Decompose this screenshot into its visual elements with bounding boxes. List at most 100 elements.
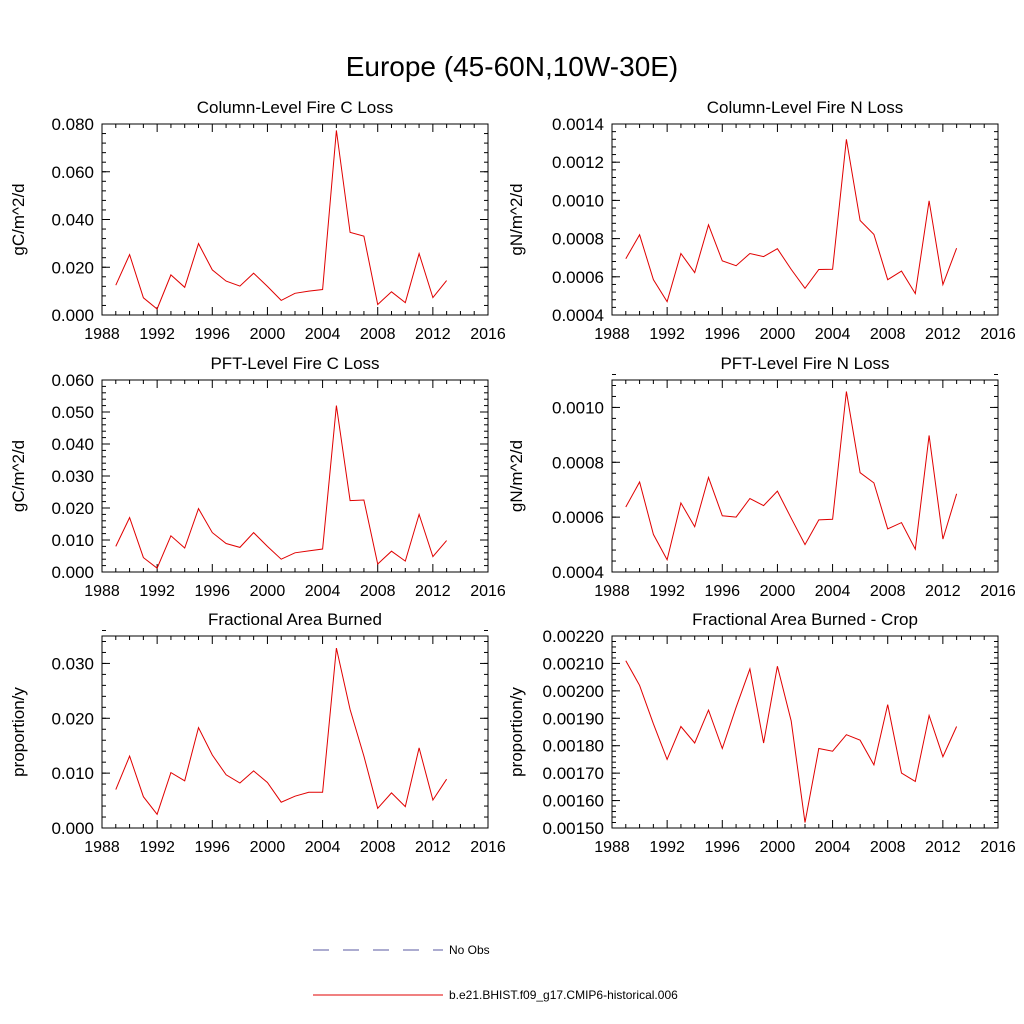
x-tick-label: 1996 — [194, 326, 230, 343]
x-tick-label: 2016 — [980, 326, 1016, 343]
x-tick-label: 2004 — [305, 583, 341, 600]
series-line-1 — [115, 130, 447, 310]
y-tick-label: 0.010 — [51, 531, 94, 550]
series-line-1 — [115, 405, 447, 569]
y-tick-label: 0.00190 — [543, 709, 604, 728]
series-line-1 — [625, 660, 958, 823]
y-axis-label: gN/m^2/d — [507, 183, 526, 255]
chart-title: Column-Level Fire N Loss — [707, 98, 904, 117]
x-tick-label: 1992 — [139, 583, 175, 600]
chart-panel-2: 1988 1992 1996 2000 2004 2008 2012 2016 0.0004 0.… — [507, 98, 1016, 343]
x-tick-label: 2000 — [760, 583, 796, 600]
chart-panel-3: 1988 1992 1996 2000 2004 2008 2012 2016 0.000 0.0… — [9, 354, 506, 600]
y-tick-label: 0.000 — [51, 819, 94, 838]
x-tick-label: 2016 — [470, 583, 506, 600]
plot-frame — [101, 635, 489, 829]
chart-title: PFT-Level Fire C Loss — [210, 354, 379, 373]
y-tick-label: 0.00220 — [543, 627, 604, 646]
x-tick-label: 1988 — [84, 326, 120, 343]
plot-frame — [611, 635, 999, 829]
x-tick-label: 2016 — [470, 326, 506, 343]
series-line-1 — [625, 391, 958, 562]
y-axis-label: gN/m^2/d — [507, 440, 526, 512]
chart-title: Fractional Area Burned — [208, 610, 382, 629]
x-tick-label: 2012 — [925, 326, 961, 343]
x-tick-label: 1996 — [704, 583, 740, 600]
x-tick-label: 1988 — [594, 326, 630, 343]
y-tick-label: 0.00160 — [543, 792, 604, 811]
y-tick-label: 0.060 — [51, 163, 94, 182]
y-tick-label: 0.0010 — [552, 398, 604, 417]
y-tick-label: 0.000 — [51, 306, 94, 325]
y-axis-label: proportion/y — [507, 687, 526, 777]
page-title: Europe (45-60N,10W-30E) — [346, 51, 679, 82]
y-tick-label: 0.040 — [51, 211, 94, 230]
chart-title: PFT-Level Fire N Loss — [720, 354, 889, 373]
x-tick-label: 2016 — [980, 839, 1016, 856]
y-tick-label: 0.010 — [51, 764, 94, 783]
x-tick-label: 1988 — [84, 583, 120, 600]
x-tick-label: 1996 — [194, 583, 230, 600]
x-tick-label: 2012 — [925, 839, 961, 856]
chart-title: Column-Level Fire C Loss — [197, 98, 394, 117]
y-tick-label: 0.0004 — [552, 306, 604, 325]
chart-panels: 1988 1992 1996 2000 2004 2008 2012 2016 0.000 0.0… — [9, 98, 1016, 856]
plot-frame — [101, 379, 489, 573]
x-tick-label: 2008 — [870, 583, 906, 600]
y-axis-label: proportion/y — [9, 687, 28, 777]
y-tick-label: 0.050 — [51, 403, 94, 422]
chart-panel-6: 1988 1992 1996 2000 2004 2008 2012 2016 0.00150 0… — [507, 610, 1016, 856]
x-tick-label: 2000 — [250, 326, 286, 343]
plot-frame — [611, 123, 999, 316]
legend-model-label: b.e21.BHIST.f09_g17.CMIP6-historical.006 — [449, 988, 678, 1002]
x-tick-label: 1988 — [594, 583, 630, 600]
x-tick-label: 2012 — [415, 326, 451, 343]
y-tick-label: 0.00150 — [543, 819, 604, 838]
y-tick-label: 0.00170 — [543, 764, 604, 783]
y-tick-label: 0.0014 — [552, 115, 604, 134]
series-line-1 — [625, 139, 958, 303]
chart-panel-4: 1988 1992 1996 2000 2004 2008 2012 2016 0.0004 0.… — [507, 354, 1016, 600]
y-tick-label: 0.030 — [51, 654, 94, 673]
y-tick-label: 0.00200 — [543, 682, 604, 701]
x-tick-label: 1992 — [649, 326, 685, 343]
x-tick-label: 2012 — [415, 583, 451, 600]
x-tick-label: 2016 — [980, 583, 1016, 600]
x-tick-label: 2000 — [760, 839, 796, 856]
chart-panel-5: 1988 1992 1996 2000 2004 2008 2012 2016 0.000 0.0… — [9, 610, 506, 856]
x-tick-label: 2016 — [470, 839, 506, 856]
y-tick-label: 0.020 — [51, 258, 94, 277]
x-tick-label: 2004 — [815, 326, 851, 343]
legend-obs-label: No Obs — [449, 943, 490, 957]
y-tick-label: 0.030 — [51, 467, 94, 486]
x-tick-label: 2004 — [305, 326, 341, 343]
x-tick-label: 2004 — [305, 839, 341, 856]
x-tick-label: 2012 — [415, 839, 451, 856]
x-tick-label: 2000 — [760, 326, 796, 343]
y-tick-label: 0.0012 — [552, 153, 604, 172]
x-tick-label: 2012 — [925, 583, 961, 600]
x-tick-label: 2000 — [250, 839, 286, 856]
y-axis-label: gC/m^2/d — [9, 183, 28, 255]
y-axis-label: gC/m^2/d — [9, 440, 28, 512]
series-line-1 — [115, 647, 448, 816]
x-tick-label: 1996 — [704, 326, 740, 343]
y-tick-label: 0.0008 — [552, 453, 604, 472]
chart-panel-1: 1988 1992 1996 2000 2004 2008 2012 2016 0.000 0.0… — [9, 98, 506, 343]
chart-title: Fractional Area Burned - Crop — [692, 610, 918, 629]
y-tick-label: 0.000 — [51, 563, 94, 582]
x-tick-label: 2008 — [870, 839, 906, 856]
x-tick-label: 1988 — [84, 839, 120, 856]
y-tick-label: 0.0006 — [552, 268, 604, 287]
plot-frame — [101, 123, 489, 316]
x-tick-label: 2008 — [870, 326, 906, 343]
y-tick-label: 0.00180 — [543, 737, 604, 756]
y-tick-label: 0.020 — [51, 499, 94, 518]
x-tick-label: 1992 — [649, 583, 685, 600]
x-tick-label: 2008 — [360, 583, 396, 600]
y-tick-label: 0.040 — [51, 435, 94, 454]
x-tick-label: 2004 — [815, 583, 851, 600]
x-tick-label: 1992 — [139, 839, 175, 856]
y-tick-label: 0.00210 — [543, 654, 604, 673]
